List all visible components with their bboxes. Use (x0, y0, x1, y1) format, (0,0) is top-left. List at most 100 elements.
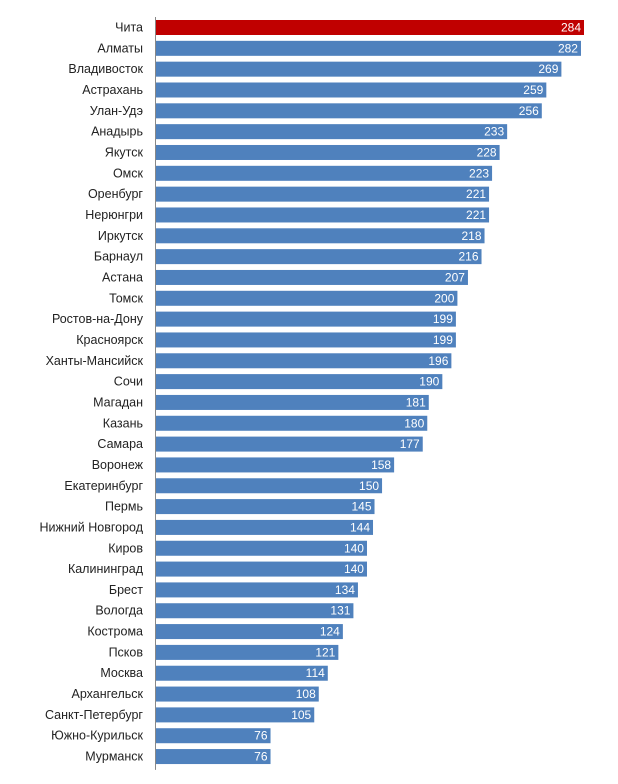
category-label: Киров (108, 541, 143, 555)
category-label: Астана (102, 270, 143, 284)
value-label: 190 (419, 375, 439, 389)
value-label: 233 (484, 125, 504, 139)
value-label: 114 (306, 666, 325, 680)
category-label: Алматы (97, 41, 143, 55)
value-label: 134 (335, 583, 355, 597)
category-label: Архангельск (72, 687, 144, 701)
bar (156, 624, 343, 640)
value-label: 140 (344, 541, 364, 555)
value-label: 221 (466, 208, 486, 222)
bars (156, 20, 584, 765)
bar (156, 269, 468, 285)
bar (156, 728, 271, 744)
bar (156, 499, 375, 515)
value-label: 181 (406, 395, 426, 409)
value-label: 76 (254, 729, 268, 743)
category-label: Владивосток (68, 62, 143, 76)
bar (156, 311, 456, 327)
value-label: 200 (434, 291, 454, 305)
category-label: Якутск (105, 145, 144, 159)
value-label: 180 (404, 416, 424, 430)
bar (156, 561, 367, 577)
bar (156, 61, 562, 77)
bar (156, 749, 271, 765)
category-label: Псков (109, 645, 144, 659)
bar (156, 519, 374, 535)
value-label: 284 (561, 21, 581, 35)
value-label: 199 (433, 333, 453, 347)
category-label: Казань (103, 416, 143, 430)
bar (156, 82, 547, 98)
value-label: 108 (296, 687, 316, 701)
bar (156, 665, 328, 681)
bar (156, 20, 584, 35)
value-label: 223 (469, 166, 489, 180)
value-label: 145 (351, 500, 371, 514)
bar (156, 644, 339, 660)
category-label: Ханты-Мансийск (46, 354, 144, 368)
category-label: Астрахань (82, 83, 143, 97)
category-label: Екатеринбург (64, 479, 143, 493)
category-label: Мурманск (85, 750, 143, 764)
category-label: Красноярск (76, 333, 143, 347)
value-label: 218 (462, 229, 482, 243)
bar (156, 353, 452, 369)
value-label: 196 (428, 354, 448, 368)
value-label: 256 (519, 104, 539, 118)
category-labels: Чита Алматы Владивосток Астрахань Улан-Удэ Ан… (40, 21, 144, 764)
category-label: Чита (115, 21, 143, 35)
value-label: 228 (477, 145, 497, 159)
bar (156, 290, 458, 306)
category-label: Нижний Новгород (40, 520, 144, 534)
bar (156, 457, 395, 473)
category-label: Москва (100, 666, 143, 680)
value-label: 121 (315, 645, 335, 659)
bar (156, 144, 500, 160)
bar (156, 332, 456, 348)
category-label: Улан-Удэ (90, 104, 143, 118)
category-label: Кострома (87, 625, 143, 639)
category-label: Омск (113, 166, 144, 180)
category-label: Сочи (114, 375, 143, 389)
bar (156, 686, 319, 702)
category-label: Самара (97, 437, 143, 451)
value-label: 199 (433, 312, 453, 326)
value-label: 140 (344, 562, 364, 576)
bar (156, 124, 508, 140)
value-label: 216 (458, 250, 478, 264)
value-label: 269 (538, 62, 558, 76)
value-label: 144 (350, 520, 370, 534)
bar (156, 394, 429, 410)
category-label: Нерюнгри (85, 208, 143, 222)
value-label: 221 (466, 187, 486, 201)
category-label: Магадан (93, 395, 143, 409)
bar (156, 186, 490, 202)
bar (156, 40, 581, 56)
value-label: 105 (291, 708, 311, 722)
category-label: Оренбург (88, 187, 143, 201)
category-label: Иркутск (98, 229, 144, 243)
category-label: Томск (109, 291, 143, 305)
value-label: 150 (359, 479, 379, 493)
bar (156, 165, 493, 181)
bar (156, 415, 428, 431)
bar (156, 707, 315, 723)
category-label: Санкт-Петербург (45, 708, 143, 722)
bar (156, 436, 423, 452)
category-label: Ростов-на-Дону (52, 312, 144, 326)
bar (156, 103, 542, 119)
value-label: 282 (558, 41, 578, 55)
value-label: 131 (330, 604, 350, 618)
bar (156, 540, 367, 556)
bar (156, 249, 482, 265)
category-label: Пермь (105, 500, 143, 514)
value-label: 259 (523, 83, 543, 97)
bar (156, 374, 443, 390)
category-label: Калининград (68, 562, 144, 576)
bar (156, 582, 358, 598)
value-label: 158 (371, 458, 391, 472)
category-label: Барнаул (94, 250, 143, 264)
category-label: Воронеж (92, 458, 144, 472)
